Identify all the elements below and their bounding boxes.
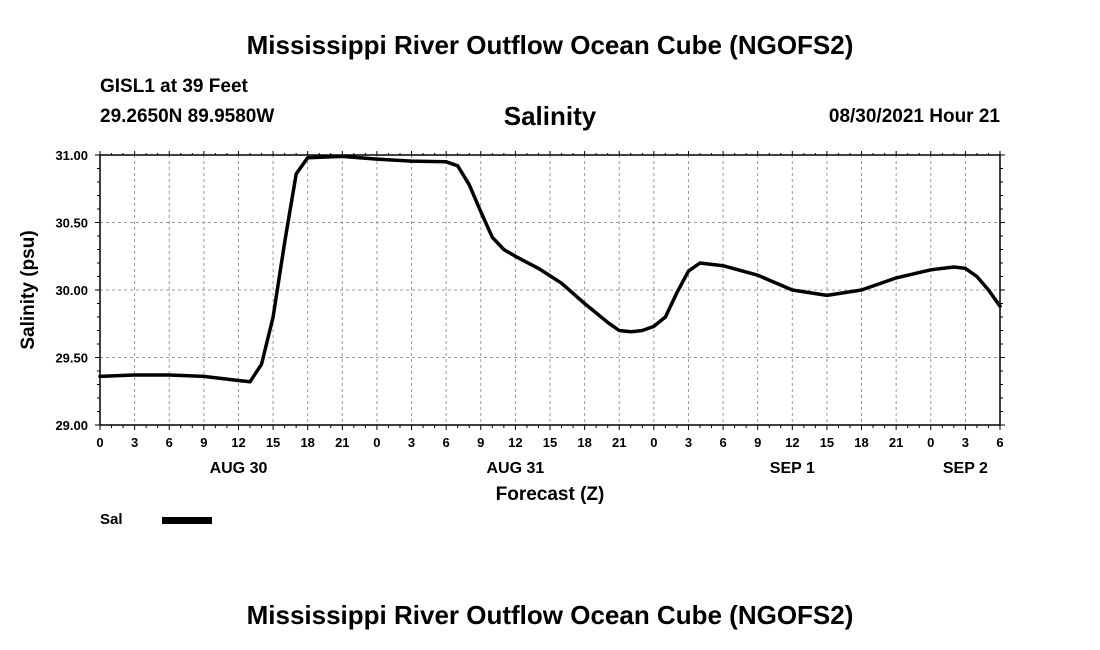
date-label: SEP 2 bbox=[943, 460, 988, 477]
y-tick-label: 29.00 bbox=[55, 418, 88, 433]
y-tick-label: 29.50 bbox=[55, 351, 88, 366]
x-tick-label: 0 bbox=[650, 435, 657, 450]
x-tick-label: 3 bbox=[962, 435, 969, 450]
x-tick-label: 18 bbox=[577, 435, 591, 450]
x-tick-label: 0 bbox=[373, 435, 380, 450]
station-name: GISL1 at 39 Feet bbox=[100, 76, 248, 97]
x-tick-label: 6 bbox=[166, 435, 173, 450]
chart-title: Mississippi River Outflow Ocean Cube (NG… bbox=[246, 30, 854, 60]
x-tick-label: 15 bbox=[820, 435, 834, 450]
variable-title: Salinity bbox=[503, 101, 597, 131]
x-tick-label: 3 bbox=[408, 435, 415, 450]
date-label: SEP 1 bbox=[770, 460, 815, 477]
station-coordinates: 29.2650N 89.9580W bbox=[100, 106, 275, 127]
y-tick-label: 31.00 bbox=[55, 148, 88, 163]
footer-title: Mississippi River Outflow Ocean Cube (NG… bbox=[246, 600, 854, 630]
x-tick-label: 21 bbox=[612, 435, 626, 450]
x-tick-label: 12 bbox=[231, 435, 245, 450]
x-tick-label: 18 bbox=[300, 435, 314, 450]
forecast-timestamp: 08/30/2021 Hour 21 bbox=[828, 106, 1000, 127]
grid bbox=[100, 155, 1000, 425]
legend-label: Sal bbox=[100, 511, 123, 528]
y-tick-label: 30.50 bbox=[55, 216, 88, 231]
x-tick-label: 21 bbox=[335, 435, 349, 450]
legend-swatch bbox=[162, 517, 212, 524]
x-tick-label: 12 bbox=[508, 435, 522, 450]
x-tick-label: 3 bbox=[685, 435, 692, 450]
x-tick-label: 6 bbox=[719, 435, 726, 450]
axes: 0 3 6 9 12 15 18 21 0 3 6 9 12 15 18 21 0 3 6 9 12 15 18 21 0 3 6 2… bbox=[18, 148, 1005, 505]
x-tick-label: 0 bbox=[96, 435, 103, 450]
date-label: AUG 31 bbox=[486, 460, 544, 477]
y-axis-title: Salinity (psu) bbox=[18, 230, 39, 349]
x-tick-label: 3 bbox=[131, 435, 138, 450]
x-tick-label: 9 bbox=[754, 435, 761, 450]
date-label: AUG 30 bbox=[210, 460, 268, 477]
x-tick-label: 15 bbox=[543, 435, 557, 450]
y-tick-label: 30.00 bbox=[55, 283, 88, 298]
x-tick-label: 9 bbox=[477, 435, 484, 450]
x-tick-label: 21 bbox=[889, 435, 903, 450]
x-tick-label: 18 bbox=[854, 435, 868, 450]
series-layer bbox=[98, 154, 1002, 384]
series-line-salinity bbox=[98, 154, 1002, 384]
x-tick-label: 0 bbox=[927, 435, 934, 450]
x-tick-label: 15 bbox=[266, 435, 280, 450]
plot-frame bbox=[99, 154, 1001, 426]
x-tick-label: 6 bbox=[443, 435, 450, 450]
x-tick-label: 12 bbox=[785, 435, 799, 450]
x-tick-label: 6 bbox=[996, 435, 1003, 450]
x-axis-title: Forecast (Z) bbox=[496, 484, 605, 505]
x-tick-label: 9 bbox=[200, 435, 207, 450]
